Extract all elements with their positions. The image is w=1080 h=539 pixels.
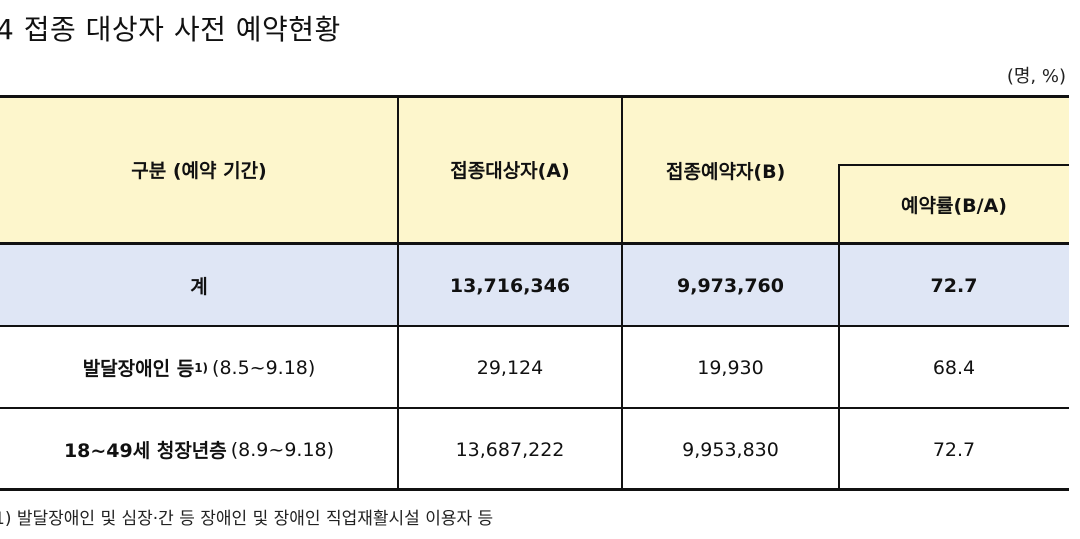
total-reserved: 9,973,760 (677, 274, 784, 297)
row1-target: 29,124 (476, 356, 544, 379)
total-label-cell: 계 (0, 245, 398, 326)
table-top-border (0, 95, 1069, 98)
row1-label: 발달장애인 등 (82, 358, 195, 380)
header-rate: 예약률(B/A) (839, 165, 1069, 243)
reservation-table: 구분 (예약 기간) 접종대상자(A) 접종예약자(B) 예약률(B/A) 계 … (0, 95, 1069, 491)
total-target: 13,716,346 (449, 274, 571, 297)
row1-label-cell: 발달장애인 등 1) (8.5~9.18) (0, 327, 398, 408)
row1-bottom-line (0, 407, 1069, 409)
header-category-label: 구분 (예약 기간) (131, 159, 267, 182)
col-divider-3 (838, 164, 840, 491)
row1-reserved: 19,930 (697, 356, 764, 379)
row2-label: 18~49세 청장년층 (63, 440, 227, 462)
header-reserved-label: 접종예약자(B) (666, 161, 786, 183)
footnote: 1) 발달장애인 및 심장·간 등 장애인 및 장애인 직업재활시설 이용자 등 (0, 509, 494, 529)
total-label: 계 (190, 276, 208, 298)
total-rate-cell: 72.7 (839, 245, 1069, 326)
row2-reserved-cell: 9,953,830 (622, 409, 839, 490)
row1-footnote-mark: 1) (194, 360, 209, 375)
col-divider-2 (621, 95, 623, 491)
row2-rate: 72.7 (932, 438, 976, 461)
row2-period: (8.9~9.18) (230, 438, 335, 461)
row2-label-cell: 18~49세 청장년층 (8.9~9.18) (0, 409, 398, 490)
header-rate-top-line (839, 164, 1069, 166)
row2-rate-cell: 72.7 (839, 409, 1069, 490)
row2-reserved: 9,953,830 (682, 438, 779, 461)
header-category: 구분 (예약 기간) (0, 95, 398, 243)
row1-period: (8.5~9.18) (212, 356, 316, 379)
total-reserved-cell: 9,973,760 (622, 245, 839, 326)
total-target-cell: 13,716,346 (398, 245, 622, 326)
total-bottom-line (0, 325, 1069, 327)
row1-rate: 68.4 (932, 356, 976, 379)
unit-label: (명, %) (1006, 66, 1066, 87)
row2-target-cell: 13,687,222 (398, 409, 622, 490)
col-divider-1 (397, 95, 399, 491)
row2-target: 13,687,222 (455, 438, 565, 461)
header-target: 접종대상자(A) (398, 95, 622, 243)
header-target-label: 접종대상자(A) (450, 159, 570, 182)
header-bottom-line (0, 242, 1069, 245)
total-rate: 72.7 (930, 274, 978, 297)
table-bottom-border (0, 488, 1069, 491)
row1-rate-cell: 68.4 (839, 327, 1069, 408)
table-title: 4 접종 대상자 사전 예약현황 (0, 13, 341, 46)
row1-reserved-cell: 19,930 (622, 327, 839, 408)
header-rate-label: 예약률(B/A) (901, 194, 1007, 217)
row1-target-cell: 29,124 (398, 327, 622, 408)
